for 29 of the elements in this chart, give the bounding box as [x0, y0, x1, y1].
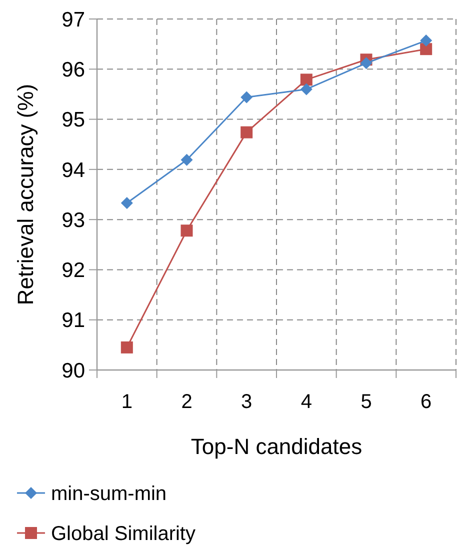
x-tick-label: 1	[121, 391, 132, 413]
y-tick-label: 95	[62, 108, 85, 132]
x-tick-label: 6	[420, 391, 432, 413]
point	[120, 197, 133, 210]
legend-label: Global Similarity	[51, 523, 196, 545]
legend-label: min-sum-min	[51, 483, 167, 505]
point	[120, 341, 133, 354]
point	[300, 74, 312, 86]
x-tick-label: 3	[241, 391, 252, 413]
x-tick-label: 2	[181, 391, 192, 413]
point	[300, 83, 312, 96]
x-axis-title: Top-N candidates	[190, 434, 362, 459]
y-tick-label: 91	[62, 309, 85, 332]
x-tick-label: 5	[360, 391, 372, 413]
y-tick-label: 96	[62, 58, 85, 82]
x-tick-label: 4	[300, 391, 312, 413]
y-tick-label: 97	[62, 8, 85, 32]
y-tick-label: 90	[62, 359, 85, 382]
y-tick-label: 92	[62, 259, 85, 282]
y-tick-label: 93	[62, 208, 85, 232]
y-axis-title: Retrieval accuracy (%)	[13, 84, 38, 306]
point	[180, 154, 193, 166]
point	[240, 91, 253, 104]
point	[420, 34, 432, 47]
point	[240, 126, 253, 138]
y-tick-label: 94	[62, 158, 86, 182]
point	[180, 224, 193, 237]
point	[360, 57, 372, 70]
point	[420, 43, 432, 56]
